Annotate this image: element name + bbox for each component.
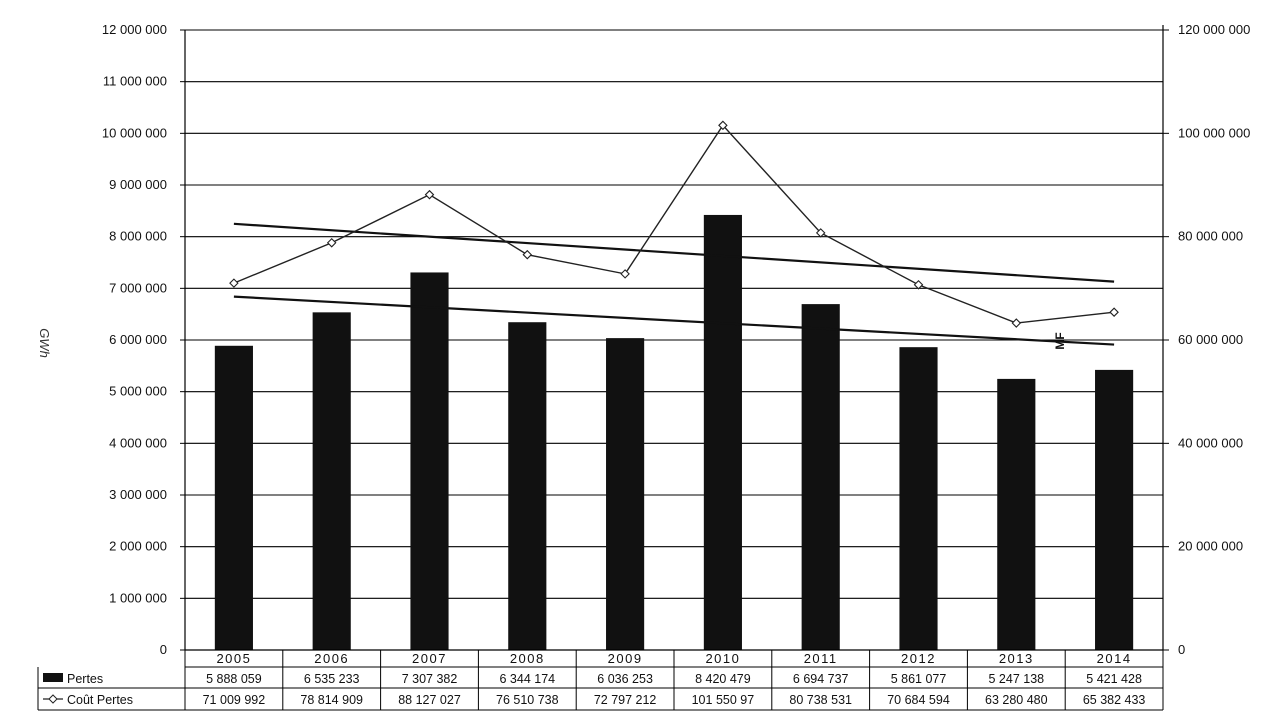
y-tick-label: 11 000 000	[103, 74, 167, 89]
y-tick-label: 1 000 000	[109, 590, 167, 605]
legend-marker-cout-pertes	[48, 694, 58, 704]
data-label-cout-pertes-2006: 78 814 909	[300, 693, 363, 707]
y2-tick-label: 20 000 000	[1178, 539, 1243, 554]
bar-pertes-2013	[997, 378, 1036, 650]
x-tick-label-2005: 2005	[216, 651, 251, 666]
data-label-pertes-2007: 7 307 382	[402, 672, 458, 686]
point-cout-pertes-2010	[718, 120, 728, 131]
point-cout-pertes-2011	[815, 228, 826, 238]
y2-tick-label: 40 000 000	[1178, 435, 1243, 450]
data-label-pertes-2014: 5 421 428	[1086, 672, 1142, 686]
bar-pertes-2006	[312, 312, 351, 650]
point-cout-pertes-2008	[522, 249, 533, 260]
y-axis-right-ticks: 0 20 000 000 40 000 000 60 000 000 80 000 00…	[1163, 22, 1250, 657]
point-cout-pertes-2014	[1109, 307, 1119, 317]
y2-tick-label: 120 000 000	[1178, 22, 1250, 37]
legend-swatch-pertes	[43, 673, 63, 682]
data-label-cout-pertes-2010: 101 550 97	[692, 693, 755, 707]
y-tick-label: 2 000 000	[109, 539, 167, 554]
data-label-cout-pertes-2012: 70 684 594	[887, 693, 950, 707]
point-cout-pertes-2012	[913, 280, 924, 290]
x-tick-label-2008: 2008	[510, 651, 545, 666]
x-tick-label-2006: 2006	[314, 651, 349, 666]
y-tick-label: 6 000 000	[109, 332, 167, 347]
x-tick-label-2009: 2009	[608, 651, 643, 666]
x-tick-label-2010: 2010	[705, 651, 740, 666]
legend-label-cout-pertes: Coût Pertes	[67, 693, 133, 707]
bar-pertes-2012	[899, 347, 938, 650]
data-label-pertes-2006: 6 535 233	[304, 672, 360, 686]
data-label-pertes-2013: 5 247 138	[988, 672, 1044, 686]
y2-tick-label: 0	[1178, 642, 1185, 657]
bar-pertes-2008	[508, 322, 547, 650]
bar-pertes-2009	[606, 338, 645, 650]
y-tick-label: 7 000 000	[109, 280, 167, 295]
data-label-pertes-2009: 6 036 253	[597, 672, 653, 686]
point-cout-pertes-2005	[229, 278, 239, 288]
line-path-cout-pertes	[233, 124, 1115, 324]
bars-pertes	[214, 214, 1134, 650]
data-label-cout-pertes-2014: 65 382 433	[1083, 693, 1146, 707]
trendline-cout-pertes	[233, 222, 1115, 283]
bar-pertes-2005	[214, 345, 253, 650]
data-table: 2005 2006 2007 2008 2009 2010 2011 2012 2013 2014…	[37, 650, 1164, 711]
y-axis-label: GWh	[37, 328, 52, 358]
y-axis-left-ticks: 0 1 000 000 2 000 000 3 000 000 4 000 000 5 0…	[102, 22, 185, 657]
data-label-pertes-2008: 6 344 174	[499, 672, 555, 686]
y2-axis-label: MF	[1053, 332, 1067, 349]
data-label-pertes-2005: 5 888 059	[206, 672, 262, 686]
data-label-cout-pertes-2011: 80 738 531	[789, 693, 852, 707]
bar-pertes-2011	[801, 304, 840, 650]
x-tick-label-2007: 2007	[412, 651, 447, 666]
trendlines	[233, 222, 1115, 346]
data-label-pertes-2011: 6 694 737	[793, 672, 849, 686]
y-tick-label: 4 000 000	[109, 435, 167, 450]
x-tick-label-2012: 2012	[901, 651, 936, 666]
x-tick-label-2011: 2011	[804, 651, 838, 666]
y-tick-label: 9 000 000	[109, 177, 167, 192]
point-cout-pertes-2006	[326, 238, 337, 248]
y-tick-label: 10 000 000	[102, 125, 167, 140]
data-label-cout-pertes-2007: 88 127 027	[398, 693, 461, 707]
point-cout-pertes-2009	[620, 269, 630, 279]
x-tick-label-2013: 2013	[999, 651, 1034, 666]
bar-pertes-2007	[410, 272, 449, 650]
data-label-cout-pertes-2013: 63 280 480	[985, 693, 1048, 707]
y2-tick-label: 60 000 000	[1178, 332, 1243, 347]
line-cout-pertes	[229, 120, 1119, 328]
data-label-cout-pertes-2009: 72 797 212	[594, 693, 657, 707]
point-cout-pertes-2013	[1011, 318, 1022, 328]
y-tick-label: 8 000 000	[109, 229, 167, 244]
trendline-pertes	[233, 295, 1115, 346]
y-tick-label: 3 000 000	[109, 487, 167, 502]
data-label-cout-pertes-2005: 71 009 992	[203, 693, 266, 707]
bar-pertes-2014	[1095, 369, 1134, 650]
y-tick-label: 12 000 000	[102, 22, 167, 37]
point-cout-pertes-2007	[424, 189, 435, 200]
bar-pertes-2010	[703, 214, 742, 650]
x-tick-label-2014: 2014	[1097, 651, 1132, 666]
y-tick-label: 0	[160, 642, 167, 657]
y2-tick-label: 100 000 000	[1178, 125, 1250, 140]
data-label-cout-pertes-2008: 76 510 738	[496, 693, 559, 707]
y-tick-label: 5 000 000	[109, 384, 167, 399]
data-label-pertes-2010: 8 420 479	[695, 672, 751, 686]
legend-label-pertes: Pertes	[67, 672, 103, 686]
data-label-pertes-2012: 5 861 077	[891, 672, 947, 686]
y2-tick-label: 80 000 000	[1178, 229, 1243, 244]
